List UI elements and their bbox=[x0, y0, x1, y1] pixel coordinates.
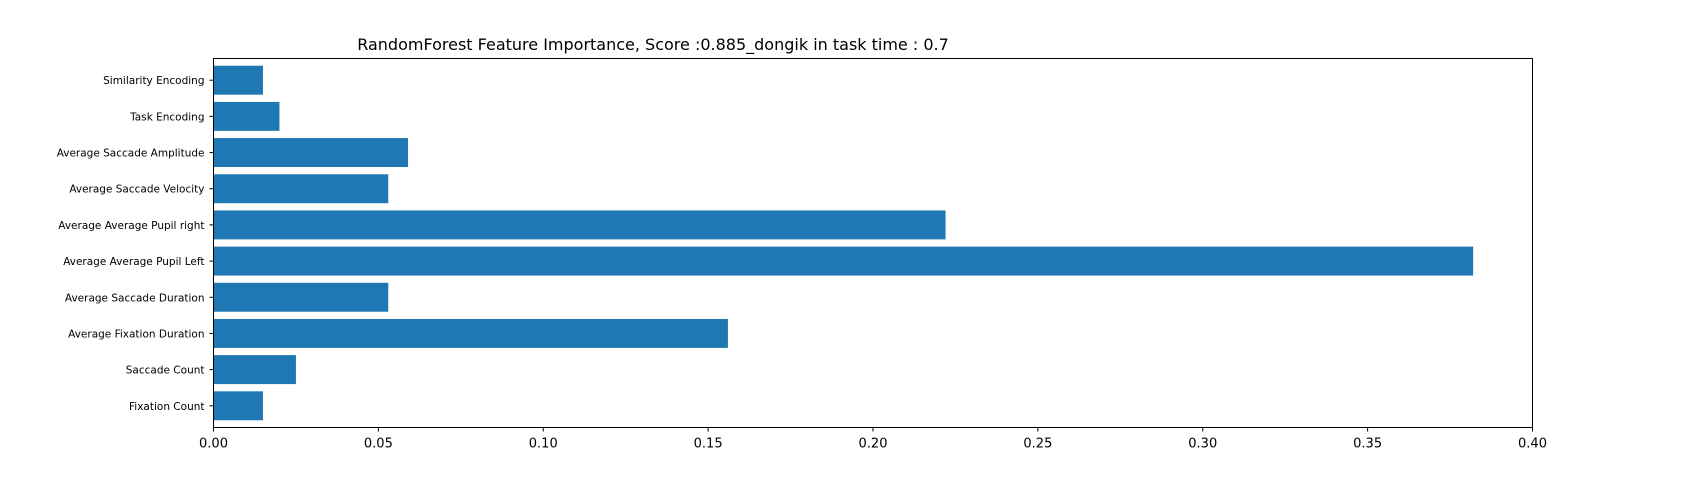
x-tick-label: 0.25 bbox=[1023, 437, 1052, 452]
x-tick-label: 0.35 bbox=[1353, 437, 1382, 452]
bar bbox=[213, 210, 946, 240]
x-tick-label: 0.15 bbox=[694, 437, 723, 452]
x-tick-label: 0.30 bbox=[1188, 437, 1217, 452]
x-tick-label: 0.10 bbox=[529, 437, 558, 452]
bar bbox=[213, 246, 1474, 276]
x-tick-label: 0.40 bbox=[1518, 437, 1547, 452]
x-tick-label: 0.00 bbox=[199, 437, 228, 452]
bar bbox=[213, 101, 280, 131]
y-tick-label: Saccade Count bbox=[126, 365, 205, 377]
bar bbox=[213, 391, 263, 421]
y-tick-label: Average Fixation Duration bbox=[68, 328, 204, 340]
y-tick-label: Average Average Pupil Left bbox=[63, 256, 204, 268]
y-tick-label: Average Average Pupil right bbox=[58, 220, 204, 232]
y-tick-label: Average Saccade Duration bbox=[65, 292, 205, 304]
x-axis: 0.00 0.05 0.10 0.15 0.20 0.25 0.30 0.35 0.40 bbox=[199, 427, 1547, 452]
y-tick-label: Task Encoding bbox=[129, 111, 204, 123]
bar bbox=[213, 355, 296, 385]
bars-group bbox=[213, 65, 1474, 421]
bar bbox=[213, 282, 389, 312]
y-tick-label: Fixation Count bbox=[129, 401, 204, 413]
y-tick-label: Average Saccade Amplitude bbox=[57, 148, 205, 160]
y-tick-label: Similarity Encoding bbox=[103, 75, 204, 87]
bar bbox=[213, 138, 409, 168]
plot-frame bbox=[213, 58, 1533, 428]
bar bbox=[213, 318, 728, 348]
y-axis: Fixation Count Saccade Count Average Fixat… bbox=[57, 75, 214, 413]
bar bbox=[213, 174, 389, 204]
x-tick-label: 0.20 bbox=[859, 437, 888, 452]
bar bbox=[213, 65, 263, 95]
chart-title: RandomForest Feature Importance, Score :… bbox=[357, 35, 949, 55]
x-tick-label: 0.05 bbox=[364, 437, 393, 452]
y-tick-label: Average Saccade Velocity bbox=[69, 184, 204, 196]
